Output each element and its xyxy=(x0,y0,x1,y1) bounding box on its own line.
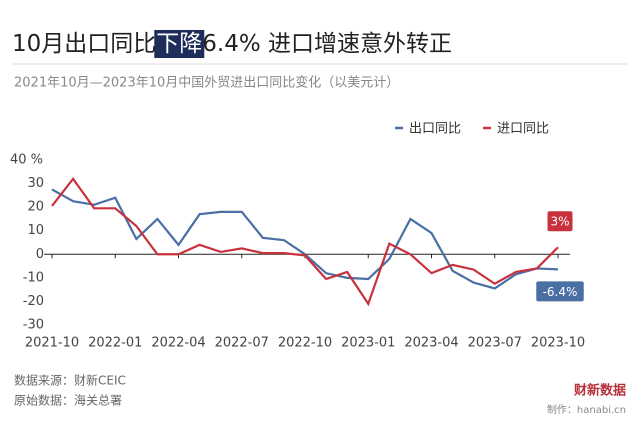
legend-label: 出口同比 xyxy=(409,122,461,137)
series-line xyxy=(51,188,559,290)
credit: 制作：hanabi.cn xyxy=(547,403,626,416)
y-tick-label: 40 % xyxy=(10,153,43,168)
brand: 财新数据 xyxy=(574,383,626,399)
legend-label: 进口同比 xyxy=(497,122,549,137)
subtitle: 2021年10月—2023年10月中国外贸进出口同比变化（以美元计） xyxy=(14,75,399,91)
x-tick-label: 2023-10 xyxy=(531,336,585,351)
x-tick-label: 2022-07 xyxy=(215,336,269,351)
title-highlight xyxy=(154,30,205,58)
value-label: -6.4% xyxy=(543,285,578,299)
title-part: 下降 xyxy=(156,31,202,57)
footer: 数据来源：财新CEIC xyxy=(14,373,126,388)
x-tick-label: 2023-04 xyxy=(404,336,458,351)
value-label: 3% xyxy=(550,215,569,229)
value-label-box xyxy=(547,211,573,232)
footer: 原始数据：海关总署 xyxy=(14,393,122,408)
chart-title: 10月出口同比下降6.4% 进口增速意外转正 xyxy=(12,31,452,57)
y-tick-label: -10 xyxy=(23,270,44,285)
x-tick-label: 2023-01 xyxy=(341,336,395,351)
x-tick-label: 2023-07 xyxy=(468,336,522,351)
y-tick-label: -20 xyxy=(23,294,44,309)
y-tick-label: -30 xyxy=(23,318,44,333)
y-tick-label: 10 xyxy=(27,223,44,238)
series-line xyxy=(51,177,559,307)
y-tick-label: 0 xyxy=(36,247,44,262)
x-tick-label: 2022-01 xyxy=(88,336,142,351)
title-part: 10月出口同比 xyxy=(12,31,156,57)
y-tick-label: 20 xyxy=(27,200,44,215)
x-tick-label: 2022-10 xyxy=(278,336,332,351)
y-tick-label: 30 xyxy=(27,176,44,191)
value-label-box xyxy=(536,281,584,302)
x-tick-label: 2022-04 xyxy=(151,336,205,351)
x-tick-label: 2021-10 xyxy=(25,336,79,351)
title-part: 6.4% 进口增速意外转正 xyxy=(202,31,452,57)
